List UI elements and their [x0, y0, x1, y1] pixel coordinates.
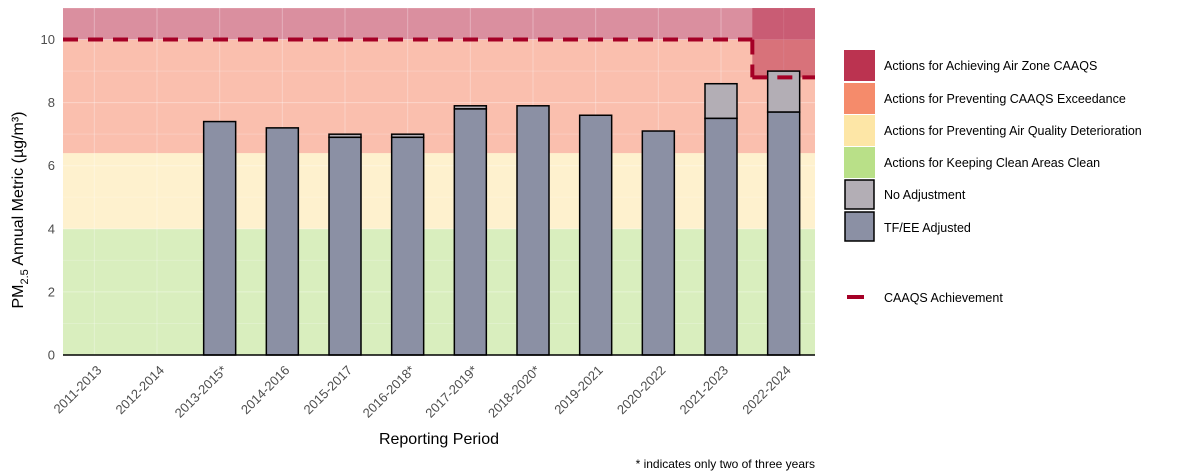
x-tick-2014-2016: 2014-2016 [238, 363, 293, 418]
bar-no-adjustment-2021-2023 [705, 84, 737, 119]
y-tick-0: 0 [48, 348, 55, 363]
legend: Actions for Achieving Air Zone CAAQS Act… [844, 50, 1142, 305]
bar-tfee-adjusted-2019-2021 [580, 115, 612, 355]
x-tick-2011-2013: 2011-2013 [51, 363, 105, 417]
x-tick-2012-2014: 2012-2014 [113, 363, 168, 418]
x-tick-2015-2017: 2015-2017 [301, 363, 356, 418]
x-tick-2013-2015*: 2013-2015* [172, 363, 230, 421]
bar-tfee-adjusted-2017-2019* [454, 109, 486, 355]
legend-label-tfee-adjusted: TF/EE Adjusted [884, 221, 971, 235]
legend-swatch-preventing-exceedance [844, 83, 875, 114]
x-tick-2018-2020*: 2018-2020* [485, 363, 543, 421]
legend-label-caaqs: CAAQS Achievement [884, 291, 1003, 305]
x-tick-2022-2024: 2022-2024 [739, 363, 794, 418]
legend-swatch-tfee-adjusted [845, 212, 874, 241]
legend-label-preventing-exceedance: Actions for Preventing CAAQS Exceedance [884, 92, 1126, 106]
legend-swatch-preventing-deterioration [844, 115, 875, 146]
x-axis-title: Reporting Period [379, 431, 499, 448]
bar-tfee-adjusted-2021-2023 [705, 118, 737, 355]
management-level-bands [63, 8, 815, 355]
y-axis-title-rest: Annual Metric (µg/m³) [10, 112, 27, 270]
x-tick-2020-2022: 2020-2022 [614, 363, 669, 418]
bar-tfee-adjusted-2020-2022 [642, 131, 674, 355]
y-tick-4: 4 [48, 221, 55, 236]
legend-label-no-adjustment: No Adjustment [884, 188, 966, 202]
y-tick-labels: 0 2 4 6 8 10 [41, 32, 55, 362]
y-tick-10: 10 [41, 32, 55, 47]
band-1 [63, 153, 815, 229]
bar-tfee-adjusted-2013-2015* [204, 122, 236, 355]
legend-swatch-keeping-clean [844, 147, 875, 178]
x-tick-2019-2021: 2019-2021 [551, 363, 606, 418]
y-axis-title: PM2.5 Annual Metric (µg/m³) [10, 112, 31, 309]
legend-label-achieving: Actions for Achieving Air Zone CAAQS [884, 59, 1097, 73]
bar-tfee-adjusted-2016-2018* [392, 137, 424, 355]
band-3 [63, 8, 815, 40]
footnote: * indicates only two of three years [636, 457, 815, 471]
x-tick-2016-2018*: 2016-2018* [360, 363, 418, 421]
legend-label-keeping-clean: Actions for Keeping Clean Areas Clean [884, 156, 1100, 170]
x-tick-2017-2019*: 2017-2019* [422, 363, 480, 421]
legend-label-preventing-deterioration: Actions for Preventing Air Quality Deter… [884, 124, 1142, 138]
overlay-achieving-last-period [752, 8, 815, 77]
y-tick-8: 8 [48, 95, 55, 110]
bar-tfee-adjusted-2018-2020* [517, 106, 549, 355]
y-tick-6: 6 [48, 158, 55, 173]
legend-swatch-no-adjustment [845, 180, 874, 209]
y-tick-2: 2 [48, 284, 55, 299]
x-tick-2021-2023: 2021-2023 [677, 363, 732, 418]
y-axis-title-subscript: 2.5 [19, 269, 31, 284]
x-tick-labels: 2011-2013 2012-2014 2013-2015* 2014-2016 201… [51, 363, 794, 421]
bar-tfee-adjusted-2022-2024 [768, 112, 800, 355]
y-axis-title-main: PM [10, 285, 27, 309]
band-2 [63, 40, 815, 154]
legend-swatch-achieving [844, 50, 875, 81]
bar-tfee-adjusted-2014-2016 [266, 128, 298, 355]
achievement-overlay [752, 8, 815, 77]
bar-tfee-adjusted-2015-2017 [329, 137, 361, 355]
